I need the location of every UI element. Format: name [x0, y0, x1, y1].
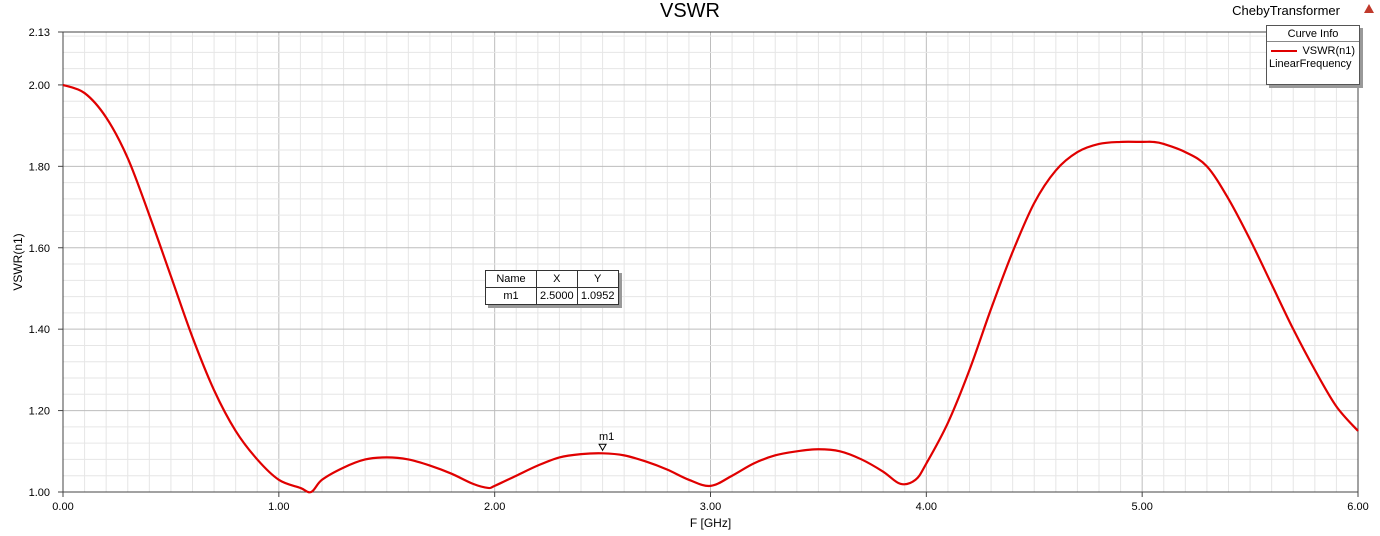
- marker-col-x: X: [536, 270, 578, 288]
- curve-info-legend[interactable]: Curve Info VSWR(n1) LinearFrequency: [1266, 25, 1360, 85]
- marker-table[interactable]: Name X Y m1 2.5000 1.0952: [485, 270, 619, 305]
- legend-title: Curve Info: [1267, 26, 1359, 42]
- x-tick-label: 6.00: [1347, 501, 1368, 513]
- y-tick-label: 1.60: [29, 243, 50, 255]
- legend-line-swatch: [1271, 50, 1297, 53]
- marker-row-name: m1: [485, 287, 537, 305]
- legend-entry: VSWR(n1): [1267, 42, 1359, 57]
- y-axis-label: VSWR(n1): [11, 233, 25, 290]
- marker-row-y: 1.0952: [576, 287, 619, 305]
- y-tick-label: 2.00: [29, 80, 50, 92]
- legend-subtitle: LinearFrequency: [1269, 58, 1352, 70]
- y-tick-label: 2.13: [29, 27, 50, 39]
- marker-col-y: Y: [576, 270, 619, 288]
- x-axis-label: F [GHz]: [690, 516, 731, 530]
- x-tick-label: 5.00: [1131, 501, 1152, 513]
- marker-row-x: 2.5000: [536, 287, 578, 305]
- series-line-vswr: [62, 83, 1359, 494]
- x-tick-label: 0.00: [52, 501, 73, 513]
- legend-entry-label: VSWR(n1): [1302, 45, 1355, 57]
- marker-table-row: m1 2.5000 1.0952: [485, 287, 619, 305]
- marker-m1-label: m1: [599, 431, 614, 443]
- y-tick-label: 1.20: [29, 406, 50, 418]
- x-tick-label: 2.00: [484, 501, 505, 513]
- y-tick-label: 1.40: [29, 324, 50, 336]
- x-tick-label: 4.00: [916, 501, 937, 513]
- marker-m1-triangle: [598, 443, 607, 452]
- chart-title: VSWR: [660, 0, 720, 22]
- project-name: ChebyTransformer: [1232, 3, 1340, 18]
- x-tick-label: 3.00: [700, 501, 721, 513]
- warning-icon[interactable]: [1364, 4, 1374, 13]
- marker-table-header: Name X Y: [485, 270, 619, 288]
- y-tick-label: 1.80: [29, 161, 50, 173]
- x-tick-label: 1.00: [268, 501, 289, 513]
- marker-col-name: Name: [485, 270, 537, 288]
- y-tick-label: 1.00: [29, 487, 50, 499]
